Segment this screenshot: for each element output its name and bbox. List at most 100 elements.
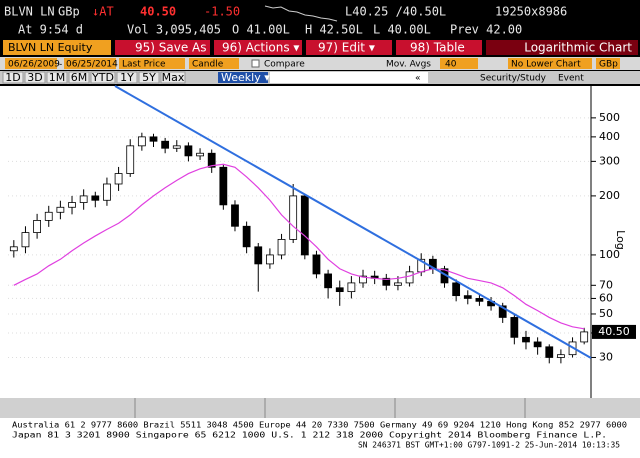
axis-currency[interactable]: GBp (599, 60, 618, 70)
period-button[interactable] (46, 71, 68, 84)
input[interactable] (440, 58, 478, 69)
y-tick-label: 30 (599, 350, 613, 363)
style[interactable]: Candle (192, 60, 224, 70)
candle-body (9, 246, 18, 252)
candle-body (533, 341, 542, 348)
start-date[interactable]: 06/26/2009 (8, 60, 60, 70)
high: H 42.50L (305, 23, 363, 37)
candle-body (382, 277, 391, 286)
candle-body (137, 136, 146, 147)
candle-body (184, 145, 193, 157)
y-tick-label: 70 (599, 278, 613, 291)
candle-body (347, 282, 356, 293)
search-box[interactable] (270, 72, 428, 83)
candle-body (196, 152, 204, 157)
period-label[interactable]: 5Y (142, 71, 156, 84)
period-button[interactable] (68, 71, 90, 84)
input[interactable] (189, 58, 239, 69)
period-label[interactable]: 1Y (120, 71, 134, 84)
y-tick-label: 400 (599, 130, 620, 143)
period-button[interactable] (2, 71, 24, 84)
input[interactable] (508, 58, 592, 69)
candle-body (114, 173, 123, 185)
dash: - (59, 60, 62, 70)
event[interactable]: Event (558, 74, 584, 84)
period-button[interactable] (138, 71, 160, 84)
year-separators (134, 398, 526, 418)
candle-body (277, 239, 286, 256)
security-study[interactable]: Security/Study (480, 74, 547, 84)
collapse[interactable]: « (415, 74, 421, 84)
security-box[interactable] (3, 40, 111, 55)
candle-body (56, 206, 65, 213)
period-button[interactable] (160, 71, 186, 84)
candle-body (231, 204, 239, 227)
last-price-tag-label: 40.50 (598, 325, 630, 338)
period-buttons: 1D 3D 1M 6M YTD 1Y 5Y Max (2, 71, 186, 84)
sparkline (264, 5, 338, 22)
period-label[interactable]: Max (162, 71, 185, 84)
period-button[interactable] (90, 71, 116, 84)
button-label[interactable]: 98) Table (410, 41, 465, 55)
button-label[interactable]: 95) Save As (135, 41, 207, 55)
candle-body (126, 145, 135, 174)
candle-body (149, 136, 158, 142)
candle-body (33, 220, 41, 233)
field[interactable]: Last Price (122, 60, 166, 70)
candle-body (103, 183, 111, 201)
input[interactable] (596, 58, 620, 69)
mov-avg-period[interactable]: 40 (445, 60, 457, 70)
y-tick-label: 60 (599, 291, 613, 304)
end-date[interactable]: 06/25/2014 (66, 60, 118, 70)
checkbox[interactable] (251, 59, 260, 68)
chart-kind-box (486, 40, 638, 55)
input[interactable] (64, 58, 116, 69)
button-label[interactable]: 96) Actions ▾ (222, 41, 299, 55)
open: O 41.00L (232, 23, 290, 37)
period-label[interactable]: YTD (91, 71, 114, 84)
candle-body (580, 331, 589, 343)
footer-line: Japan 81 3 3201 8900 Singapore 65 6212 1… (12, 431, 607, 440)
button[interactable] (115, 40, 210, 55)
candle-body (335, 287, 344, 293)
input[interactable] (5, 58, 57, 69)
candle-body (289, 195, 298, 240)
frequency-box[interactable] (218, 72, 268, 83)
mov-avgs[interactable]: Mov. Avgs (386, 60, 431, 70)
candle-body (510, 317, 519, 338)
frequency[interactable]: Weekly ▾ (221, 71, 270, 84)
size: 19250x8986 (495, 5, 567, 19)
x-axis-band (0, 398, 640, 418)
period-label[interactable]: 1M (49, 71, 66, 84)
candle-body (312, 254, 321, 275)
period-button[interactable] (24, 71, 46, 84)
candle-body (405, 271, 414, 284)
time: At 9:54 d (18, 23, 83, 37)
security[interactable]: BLVN LN Equity (8, 41, 93, 54)
candle-body (394, 282, 402, 286)
moving-average (13, 163, 585, 330)
candle-body (254, 246, 263, 265)
button-label[interactable]: 97) Edit ▾ (318, 41, 375, 55)
change: -1.50 (204, 5, 240, 19)
candle-body (266, 254, 274, 265)
currency: GBp (58, 5, 80, 19)
y-tick-label: 100 (599, 248, 620, 261)
period-label[interactable]: 1D (5, 71, 20, 84)
candle-body (172, 145, 181, 149)
button[interactable] (214, 40, 302, 55)
at: ↓AT (92, 5, 114, 19)
ticker: BLVN LN (4, 5, 55, 19)
chart-area (0, 86, 640, 398)
period-button[interactable] (116, 71, 138, 84)
last-price-tag (592, 324, 636, 339)
button[interactable] (306, 40, 392, 55)
lower-chart[interactable]: No Lower Chart (511, 60, 581, 70)
period-label[interactable]: 3D (27, 71, 42, 84)
input[interactable] (119, 58, 185, 69)
candle-body (359, 275, 367, 284)
compare[interactable]: Compare (264, 60, 305, 70)
footer (0, 418, 640, 458)
button[interactable] (396, 40, 482, 55)
period-label[interactable]: 6M (71, 71, 88, 84)
